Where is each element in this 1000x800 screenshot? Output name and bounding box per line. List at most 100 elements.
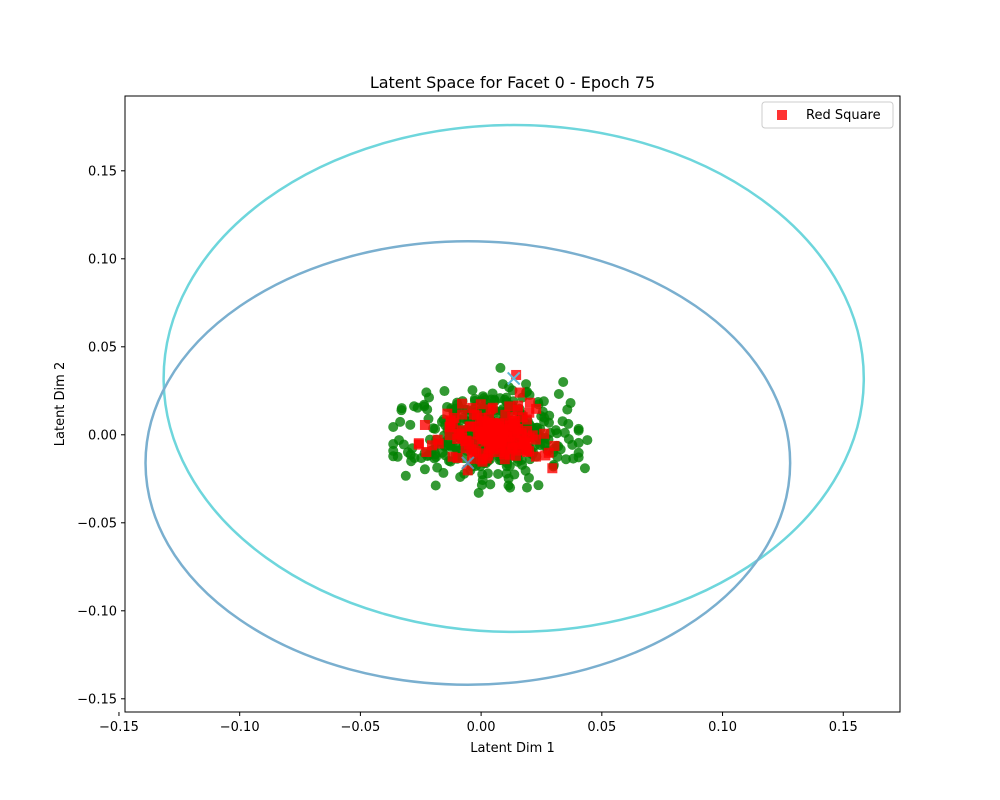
red-square-point [521,446,532,457]
green-point [406,456,417,467]
green-point [562,404,573,415]
red-square-point [460,436,471,447]
red-square-point [500,409,511,420]
red-square-point [543,447,554,458]
green-point [485,479,496,490]
red-square-point [413,439,424,450]
red-square-point [549,440,560,451]
x-axis: −0.15 −0.10 −0.05 0.00 0.05 0.10 0.15 [99,712,858,735]
chart-title: Latent Space for Facet 0 - Epoch 75 [370,73,655,92]
red-square-point [497,418,508,429]
green-point [430,423,441,434]
green-point [505,482,516,493]
red-square-point [547,463,558,474]
red-square-point [491,424,502,435]
red-square-point [486,422,497,433]
red-square-point [478,432,489,443]
green-point [396,405,407,416]
red-square-point [452,433,463,444]
red-square-point [511,436,522,447]
red-square-point [452,452,463,463]
green-point [523,472,534,483]
green-point [400,470,411,481]
red-square-point [495,437,506,448]
green-point [573,437,584,448]
green-point [388,421,399,432]
red-square-point [419,419,430,430]
x-tick-label: 0.00 [467,720,496,735]
green-point [573,423,584,434]
red-square-point [445,421,456,432]
y-tick-label: −0.05 [77,516,117,531]
legend: Red Square [761,101,894,129]
y-tick-label: 0.00 [88,428,117,443]
red-square-point [449,412,460,423]
red-square-point [462,465,473,476]
red-square-point [517,412,528,423]
y-tick-label: 0.10 [88,252,117,267]
red-square-point [421,446,432,457]
red-square-point [426,440,437,451]
y-tick-label: −0.15 [77,692,117,707]
green-point [473,487,484,498]
red-square-point [466,444,477,455]
red-square-point [504,449,515,460]
red-square-point [477,456,488,467]
green-point [582,435,593,446]
red-square-point [493,430,504,441]
red-square-point [500,431,511,442]
green-point [552,428,563,439]
red-square-point [464,421,475,432]
x-tick-label: 0.05 [587,720,616,735]
red-square-point [457,409,468,420]
red-square-point [456,425,467,436]
green-point [560,454,571,465]
cluster-ellipse-2 [144,239,792,686]
legend-box [761,101,894,129]
green-point [431,451,442,462]
red-square-point [507,411,518,422]
green-point [467,385,478,396]
red-square-point [499,423,510,434]
x-tick-label: −0.05 [340,720,380,735]
x-tick-label: 0.15 [829,720,858,735]
green-point [521,379,532,390]
green-point [504,382,515,393]
x-tick-label: −0.10 [220,720,260,735]
plot-frame [124,95,901,713]
green-point [412,402,423,413]
legend-marker-red-square [777,110,787,120]
centroid-marker-2 [461,456,475,470]
red-square-point [487,402,498,413]
red-square-point [539,428,550,439]
green-point [405,419,416,430]
green-point [395,416,406,427]
y-axis-label: Latent Dim 2 [53,362,68,446]
red-square-point [507,442,518,453]
cluster-ellipse-1 [162,123,866,634]
red-square-point [511,423,522,434]
red-square-point [495,447,506,458]
red-square-point [531,451,542,462]
red-square-point [442,408,453,419]
red-square-point [476,412,487,423]
legend-label-red-square: Red Square [806,108,881,123]
green-point [521,482,532,493]
red-square-point [487,432,498,443]
green-point [495,362,506,373]
green-point [388,445,399,456]
green-point [430,480,441,491]
red-square-point [513,445,524,456]
green-point [423,392,434,403]
red-square-point [524,397,535,408]
centroid-marker-1 [507,371,521,386]
red-square-point [514,387,525,398]
y-tick-label: 0.15 [88,164,117,179]
red-square-point [484,412,495,423]
red-square-point [504,401,515,412]
red-square-point [516,430,527,441]
green-point [553,389,564,400]
green-point [568,453,579,464]
green-point [579,463,590,474]
x-axis-label: Latent Dim 1 [470,741,554,756]
